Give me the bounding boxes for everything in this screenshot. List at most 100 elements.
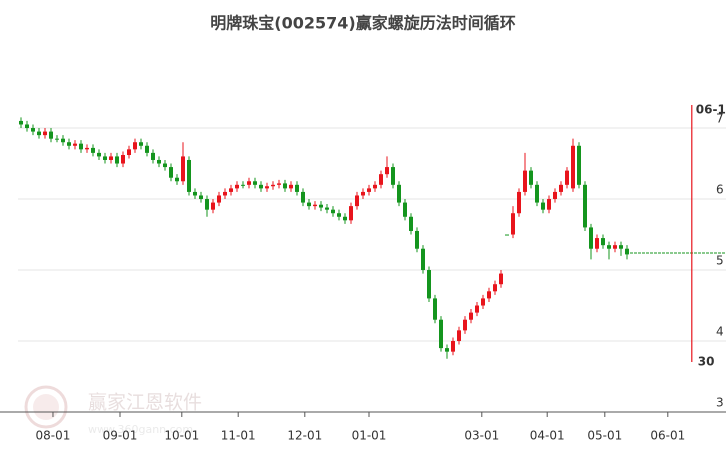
candle-body xyxy=(295,184,299,192)
candle-body xyxy=(421,248,425,271)
candle-body xyxy=(97,152,101,157)
candle-body xyxy=(499,273,503,285)
candle-body xyxy=(241,184,245,186)
candle-body xyxy=(127,149,131,156)
candle-body xyxy=(217,195,221,203)
y-tick-label: 6 xyxy=(716,183,724,197)
candle-body xyxy=(79,143,83,150)
candle-body xyxy=(145,145,149,153)
candle-body xyxy=(223,191,227,196)
candle-body xyxy=(529,170,533,185)
candle-body xyxy=(613,245,617,249)
candle-body xyxy=(301,191,305,203)
x-tick-label: 06-01 xyxy=(650,429,685,443)
y-tick-label: 7 xyxy=(716,112,724,126)
candle-body xyxy=(19,120,23,125)
candle-body xyxy=(463,319,467,331)
cycle-count: 30 xyxy=(698,355,715,369)
candle-body xyxy=(571,145,575,189)
candle-body xyxy=(37,131,41,136)
candle-body xyxy=(67,142,71,146)
candle-body xyxy=(433,298,437,320)
candle-body xyxy=(91,147,95,153)
candle-body xyxy=(121,155,125,164)
candle-body xyxy=(475,305,479,313)
candle-body xyxy=(607,245,611,249)
candle-body xyxy=(271,184,275,187)
candle-body xyxy=(397,184,401,203)
x-tick-label: 11-01 xyxy=(221,429,256,443)
candle-body xyxy=(523,170,527,192)
candle-body xyxy=(559,184,563,192)
x-tick-label: 01-01 xyxy=(352,429,387,443)
candle-body xyxy=(349,206,353,221)
candle-body xyxy=(181,156,185,182)
candle-body xyxy=(379,174,383,185)
candle-body xyxy=(265,186,269,189)
candle-body xyxy=(103,156,107,160)
candle-body xyxy=(487,291,491,299)
candle-body xyxy=(577,145,581,185)
candle-body xyxy=(43,131,47,136)
x-tick-label: 12-01 xyxy=(287,429,322,443)
candle-body xyxy=(367,188,371,192)
candle-body xyxy=(505,234,509,236)
candle-body xyxy=(445,348,449,352)
candle-body xyxy=(151,152,155,160)
watermark: 赢家江恩软件 www.360gann.com xyxy=(24,385,202,436)
candle-body xyxy=(199,195,203,200)
candle-body xyxy=(235,184,239,189)
cycle-label: 06-12 xyxy=(696,103,726,117)
candle-body xyxy=(187,159,191,192)
candle-body xyxy=(439,319,443,349)
candle-body xyxy=(415,230,419,249)
candle-body xyxy=(493,284,497,292)
candle-body xyxy=(565,170,569,185)
watermark-logo xyxy=(24,385,68,429)
candle-body xyxy=(409,216,413,231)
candle-body xyxy=(553,191,557,200)
candle-body xyxy=(259,184,263,189)
candle-body xyxy=(469,312,473,320)
candle-body xyxy=(175,177,179,182)
candle-body xyxy=(25,124,29,129)
candle-body xyxy=(361,191,365,196)
candle-body xyxy=(457,330,461,342)
candle-body xyxy=(31,128,35,132)
watermark-url: www.360gann.com xyxy=(88,423,193,436)
x-tick-label: 10-01 xyxy=(164,429,199,443)
candle-body xyxy=(49,131,53,139)
candle-body xyxy=(73,143,77,146)
x-tick-label: 09-01 xyxy=(103,429,138,443)
candle-body xyxy=(115,156,119,164)
candle-body xyxy=(169,167,173,178)
candle-body xyxy=(247,181,251,185)
y-tick-label: 5 xyxy=(716,254,724,268)
y-tick-label: 3 xyxy=(716,396,724,410)
candle-body xyxy=(55,138,59,140)
candle-body xyxy=(355,195,359,207)
candle-body xyxy=(313,204,317,207)
watermark-logo-inner xyxy=(33,394,59,420)
candle-body xyxy=(343,216,347,221)
candle-body xyxy=(319,204,323,208)
candle-body xyxy=(139,142,143,146)
candle-body xyxy=(547,199,551,210)
candle-body xyxy=(481,298,485,306)
candle-body xyxy=(391,167,395,185)
candle-body xyxy=(133,142,137,150)
candle-body xyxy=(373,184,377,189)
candle-body xyxy=(511,213,515,235)
candle-body xyxy=(331,209,335,214)
candle-body xyxy=(601,238,605,246)
candle-body xyxy=(619,245,623,249)
x-tick-label: 05-01 xyxy=(587,429,622,443)
candle-body xyxy=(85,147,89,150)
watermark-text: 赢家江恩软件 xyxy=(88,392,202,414)
candle-body xyxy=(253,181,257,185)
candle-body xyxy=(61,138,65,143)
candle-body xyxy=(427,270,431,299)
candle-body xyxy=(193,191,197,196)
candle-body xyxy=(289,184,293,189)
